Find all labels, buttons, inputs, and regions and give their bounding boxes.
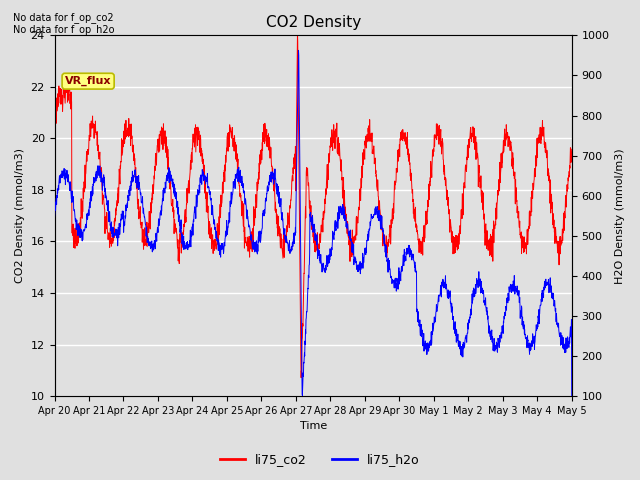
Text: No data for f_op_h2o: No data for f_op_h2o: [13, 24, 115, 35]
Text: No data for f_op_co2: No data for f_op_co2: [13, 12, 113, 23]
Y-axis label: CO2 Density (mmol/m3): CO2 Density (mmol/m3): [15, 148, 25, 283]
X-axis label: Time: Time: [300, 421, 327, 432]
Text: VR_flux: VR_flux: [65, 76, 111, 86]
Y-axis label: H2O Density (mmol/m3): H2O Density (mmol/m3): [615, 148, 625, 284]
Title: CO2 Density: CO2 Density: [266, 15, 361, 30]
Legend: li75_co2, li75_h2o: li75_co2, li75_h2o: [215, 448, 425, 471]
